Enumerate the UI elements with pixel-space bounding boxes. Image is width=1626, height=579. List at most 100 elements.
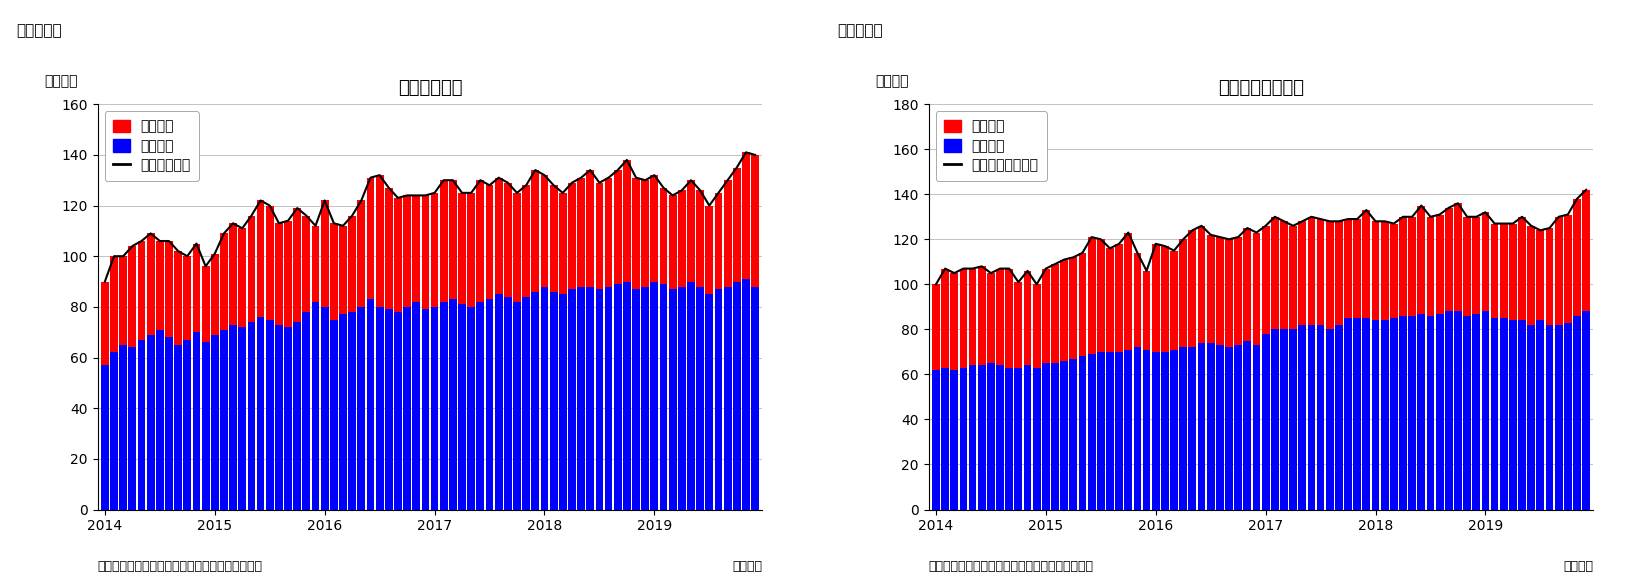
Bar xyxy=(1078,253,1086,357)
Text: （資料）センサス局よりニッセイ基礎研究所作成: （資料）センサス局よりニッセイ基礎研究所作成 xyxy=(98,560,262,573)
Bar xyxy=(733,281,741,510)
Bar xyxy=(1426,316,1434,510)
Bar xyxy=(1436,215,1444,314)
Bar xyxy=(1335,221,1343,325)
Bar xyxy=(969,269,977,365)
Bar xyxy=(540,287,548,510)
Bar xyxy=(1398,316,1406,510)
Bar xyxy=(1015,282,1023,368)
Bar xyxy=(285,327,293,510)
Bar xyxy=(1527,325,1535,510)
Bar xyxy=(504,183,512,297)
Bar xyxy=(1390,223,1398,318)
Bar xyxy=(959,368,967,510)
Bar xyxy=(285,221,293,327)
Bar xyxy=(997,269,1003,365)
Bar xyxy=(202,266,210,342)
Bar xyxy=(641,287,649,510)
Bar xyxy=(202,342,210,510)
Bar xyxy=(514,302,520,510)
Bar xyxy=(633,289,641,510)
Bar xyxy=(1335,325,1343,510)
Bar xyxy=(987,363,995,510)
Bar xyxy=(1499,223,1507,318)
Bar xyxy=(1554,325,1563,510)
Bar xyxy=(128,347,137,510)
Bar xyxy=(950,273,958,370)
Bar xyxy=(494,178,502,294)
Bar xyxy=(1473,217,1480,314)
Bar xyxy=(1380,320,1389,510)
Bar xyxy=(714,289,722,510)
Bar xyxy=(567,183,576,289)
Bar xyxy=(1088,237,1096,354)
Bar xyxy=(1262,226,1270,334)
Bar xyxy=(540,175,548,287)
Bar xyxy=(439,302,447,510)
Bar xyxy=(714,193,722,289)
Bar xyxy=(941,368,950,510)
Bar xyxy=(1115,352,1124,510)
Bar xyxy=(320,200,328,307)
Bar xyxy=(421,309,429,510)
Bar xyxy=(1088,354,1096,510)
Bar xyxy=(119,345,127,510)
Bar xyxy=(1546,325,1553,510)
Bar xyxy=(1252,233,1260,345)
Bar xyxy=(1454,203,1462,312)
Bar xyxy=(348,312,356,510)
Bar xyxy=(330,223,338,320)
Bar xyxy=(101,281,109,365)
Bar xyxy=(1151,352,1159,510)
Text: （月次）: （月次） xyxy=(1564,560,1593,573)
Bar xyxy=(1050,264,1059,363)
Bar xyxy=(275,325,283,510)
Title: 住宅着工件数: 住宅着工件数 xyxy=(398,79,462,97)
Bar xyxy=(724,287,732,510)
Bar xyxy=(138,340,145,510)
Bar xyxy=(532,170,540,292)
Bar xyxy=(1005,269,1013,368)
Bar xyxy=(302,312,311,510)
Bar xyxy=(1463,316,1472,510)
Bar xyxy=(1115,244,1124,352)
Bar xyxy=(393,312,402,510)
Bar xyxy=(605,178,613,287)
Bar xyxy=(467,307,475,510)
Bar xyxy=(1224,347,1233,510)
Bar xyxy=(156,241,164,329)
Bar xyxy=(1572,199,1580,316)
Bar xyxy=(1418,206,1426,314)
Bar xyxy=(476,180,485,302)
Bar xyxy=(650,175,659,281)
Bar xyxy=(605,287,613,510)
Bar xyxy=(320,307,328,510)
Text: （図表１）: （図表１） xyxy=(16,23,62,38)
Bar xyxy=(932,370,940,510)
Text: （月次）: （月次） xyxy=(732,560,763,573)
Bar xyxy=(1325,221,1333,329)
Bar xyxy=(184,340,192,510)
Bar xyxy=(959,269,967,368)
Bar xyxy=(1189,347,1197,510)
Bar xyxy=(1252,345,1260,510)
Bar xyxy=(358,307,366,510)
Bar xyxy=(706,206,714,294)
Bar xyxy=(650,281,659,510)
Bar xyxy=(467,193,475,307)
Bar xyxy=(1070,358,1076,510)
Bar xyxy=(1280,329,1288,510)
Title: 住宅着工許可件数: 住宅着工許可件数 xyxy=(1218,79,1304,97)
Bar xyxy=(1161,352,1169,510)
Bar xyxy=(1345,219,1351,318)
Bar xyxy=(393,198,402,312)
Bar xyxy=(1491,318,1499,510)
Bar xyxy=(403,196,411,307)
Bar xyxy=(1124,233,1132,350)
Bar xyxy=(211,335,218,510)
Bar xyxy=(146,335,154,510)
Bar xyxy=(688,281,694,510)
Bar xyxy=(1491,223,1499,318)
Bar xyxy=(421,196,429,309)
Bar xyxy=(1519,320,1525,510)
